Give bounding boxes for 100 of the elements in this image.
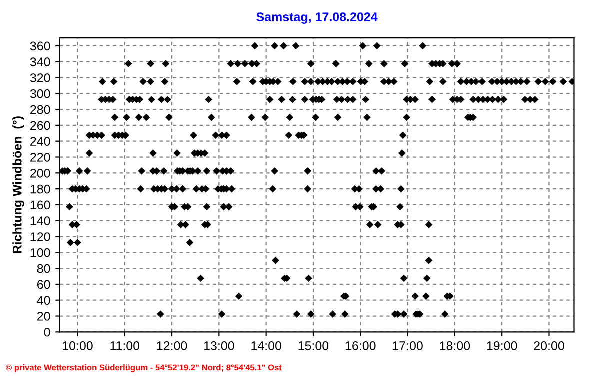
point [478, 78, 486, 86]
point [124, 60, 132, 68]
point [147, 60, 154, 68]
point [425, 221, 433, 229]
point [304, 168, 312, 175]
point [329, 310, 336, 318]
point [266, 96, 274, 104]
point [190, 132, 198, 140]
point [428, 96, 436, 104]
y-tick-label: 240 [30, 137, 50, 146]
point [147, 78, 154, 86]
y-tick-label: 260 [30, 121, 50, 130]
point [182, 221, 190, 229]
point [290, 78, 297, 86]
x-tick-label: 11:00 [110, 342, 140, 350]
point [166, 114, 173, 122]
point [271, 42, 278, 50]
y-tick-label: 160 [30, 200, 50, 210]
point [534, 78, 542, 86]
point [142, 114, 150, 122]
point [365, 60, 373, 68]
point [523, 78, 531, 86]
point [412, 96, 420, 104]
point [307, 78, 315, 86]
point [401, 60, 409, 68]
point [271, 168, 278, 175]
point [560, 78, 568, 86]
y-tick-label: 340 [30, 58, 50, 67]
x-tick-label: 13:00 [204, 342, 234, 350]
y-tick-label: 360 [30, 42, 50, 51]
point [235, 292, 243, 300]
point [439, 78, 447, 86]
y-tick-label: 200 [30, 168, 50, 178]
point [192, 185, 200, 193]
point [441, 310, 449, 318]
y-tick-label: 20 [37, 312, 50, 321]
x-tick-label: 15:00 [298, 342, 329, 350]
point [396, 203, 404, 211]
y-tick-label: 280 [30, 105, 50, 114]
point [227, 60, 235, 68]
point [164, 96, 172, 104]
point [312, 114, 320, 122]
point [66, 203, 74, 211]
chart-title: Samstag, 17.08.2024 [256, 12, 378, 24]
point [248, 114, 256, 122]
point [307, 60, 315, 68]
point [425, 256, 433, 264]
y-tick-label: 300 [30, 89, 50, 98]
point [522, 96, 529, 104]
point [280, 42, 288, 50]
point [84, 168, 92, 175]
point [111, 114, 119, 122]
point [398, 150, 406, 157]
y-tick-label: 140 [30, 216, 50, 226]
point [305, 274, 312, 282]
y-tick-label: 40 [37, 296, 50, 306]
point [494, 96, 502, 104]
y-tick-label: 60 [37, 280, 50, 290]
point [161, 78, 169, 86]
point [457, 78, 465, 86]
point [86, 150, 94, 157]
point [223, 132, 230, 140]
point [205, 96, 212, 104]
point [293, 310, 301, 318]
point [301, 96, 309, 104]
point [542, 78, 550, 86]
point [412, 292, 420, 300]
point [372, 168, 380, 175]
point [218, 310, 226, 318]
point [212, 132, 220, 140]
point [285, 132, 293, 140]
point [399, 132, 407, 140]
point [148, 96, 156, 104]
point [374, 221, 382, 229]
point [228, 185, 236, 193]
x-tick-label: 19:00 [487, 342, 518, 350]
point [289, 96, 296, 104]
point [500, 96, 508, 104]
point [292, 42, 300, 50]
point [332, 60, 340, 68]
point [203, 203, 211, 211]
point [213, 168, 220, 175]
y-tick-label: 100 [30, 248, 50, 258]
point [334, 114, 342, 122]
point [158, 96, 166, 104]
point [251, 42, 259, 50]
point [403, 114, 411, 122]
point [140, 78, 147, 86]
point [138, 168, 146, 175]
point [233, 78, 241, 86]
point [162, 60, 170, 68]
point [362, 96, 370, 104]
point [359, 42, 367, 50]
y-tick-label: 220 [30, 153, 50, 162]
text: © private Wetterstation Süderlügum - 54°52'19.2" Nord; 8°54'45.1" Ost [6, 364, 282, 372]
point [423, 274, 431, 282]
y-tick-label: 120 [30, 232, 50, 242]
point [194, 168, 202, 175]
point [426, 78, 434, 86]
point [208, 114, 216, 122]
